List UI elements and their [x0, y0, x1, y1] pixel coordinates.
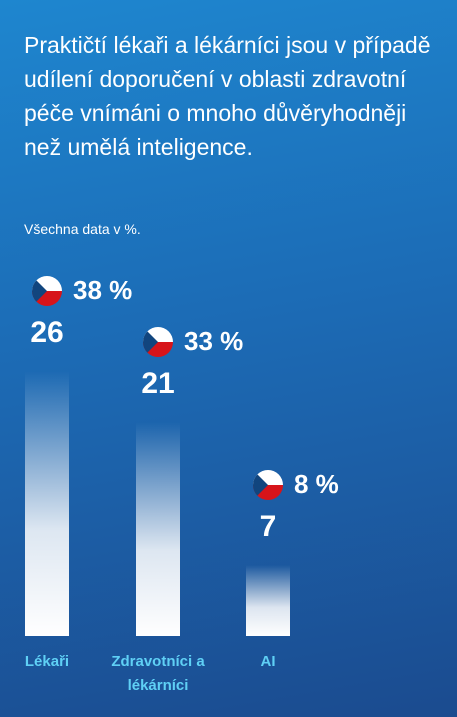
bar: [246, 564, 290, 636]
x-tick-label: Lékaři: [24, 653, 70, 670]
cz-value-label: 8 %: [294, 468, 339, 499]
flag-icon: [32, 275, 62, 306]
chart-subtitle: Všechna data v %.: [24, 221, 141, 237]
value-label: 26: [30, 315, 64, 349]
value-label: 7: [259, 509, 277, 543]
flag-icon: [143, 326, 173, 357]
cz-value-label: 38 %: [73, 274, 133, 305]
chart-title: Praktičtí lékaři a lékárníci jsou v příp…: [24, 32, 431, 160]
bar: [25, 370, 69, 636]
cz-value-label: 33 %: [184, 325, 244, 356]
x-tick-label: Zdravotníci a lékárníci: [111, 653, 205, 694]
x-tick-label: AI: [260, 653, 276, 670]
flag-icon: [253, 469, 283, 500]
bar: [136, 421, 180, 636]
value-label: 21: [141, 366, 175, 400]
